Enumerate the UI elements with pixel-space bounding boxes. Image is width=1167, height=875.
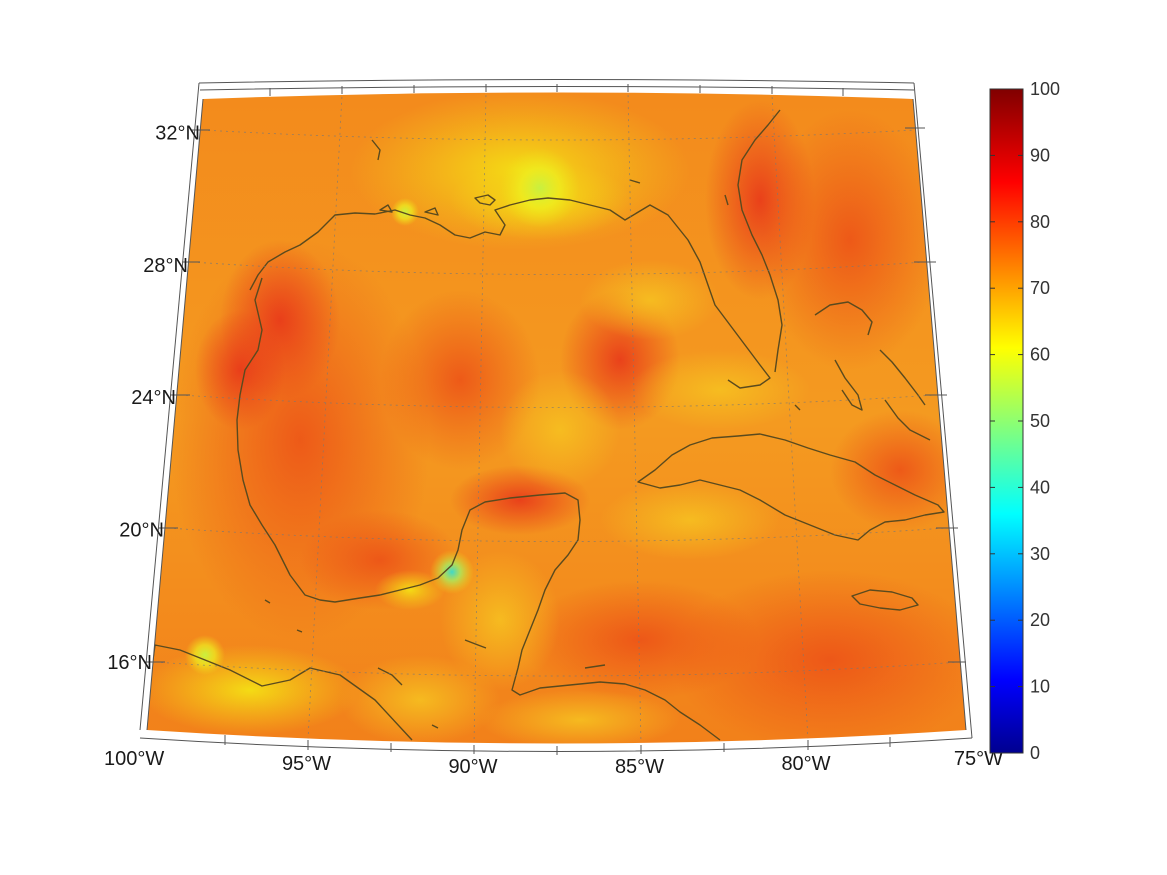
- colorbar: 0 10 20 30 40 50 60 70 80 90 100: [989, 79, 1060, 763]
- graticule: [154, 92, 961, 744]
- cuba-coastline: [637, 433, 945, 541]
- lon-tick-label: 80°W: [781, 753, 830, 775]
- lon-tick-label: 95°W: [282, 753, 331, 775]
- lon-tick-label: 90°W: [448, 756, 497, 778]
- colorbar-tick-label: 70: [1030, 278, 1050, 298]
- lat-tick-label: 28°N: [143, 255, 188, 277]
- colorbar-tick-label: 50: [1030, 411, 1050, 431]
- lat-tick-label: 20°N: [119, 520, 164, 542]
- lon-tick-label: 100°W: [104, 748, 164, 770]
- data-field: [147, 92, 966, 744]
- colorbar-tick-label: 0: [1030, 743, 1040, 763]
- colorbar-tick-label: 40: [1030, 477, 1050, 497]
- colorbar-tick-label: 90: [1030, 145, 1050, 165]
- coastlines: [147, 109, 945, 741]
- lat-tick-label: 16°N: [107, 652, 152, 674]
- gulf-coastline: [147, 197, 771, 741]
- bahamas-coastline: [814, 301, 931, 441]
- longitude-labels: 100°W 95°W 90°W 85°W 80°W 75°W: [104, 748, 1003, 778]
- colorbar-tick-label: 60: [1030, 345, 1050, 365]
- latitude-labels: 16°N 20°N 24°N 28°N 32°N: [107, 122, 200, 674]
- colorbar-tick-label: 30: [1030, 544, 1050, 564]
- colorbar-tick-label: 10: [1030, 677, 1050, 697]
- colorbar-gradient: [989, 88, 1024, 754]
- colorbar-ticks: 0 10 20 30 40 50 60 70 80 90 100: [990, 79, 1060, 763]
- colorbar-tick-label: 100: [1030, 79, 1060, 99]
- lat-tick-label: 24°N: [131, 387, 176, 409]
- colorbar-tick-label: 20: [1030, 610, 1050, 630]
- map-frame: [139, 79, 973, 755]
- lat-tick-label: 32°N: [155, 122, 200, 144]
- florida-coastline: [737, 109, 783, 373]
- jamaica-coastline: [851, 589, 919, 611]
- lon-tick-label: 85°W: [615, 756, 664, 778]
- colorbar-tick-label: 80: [1030, 212, 1050, 232]
